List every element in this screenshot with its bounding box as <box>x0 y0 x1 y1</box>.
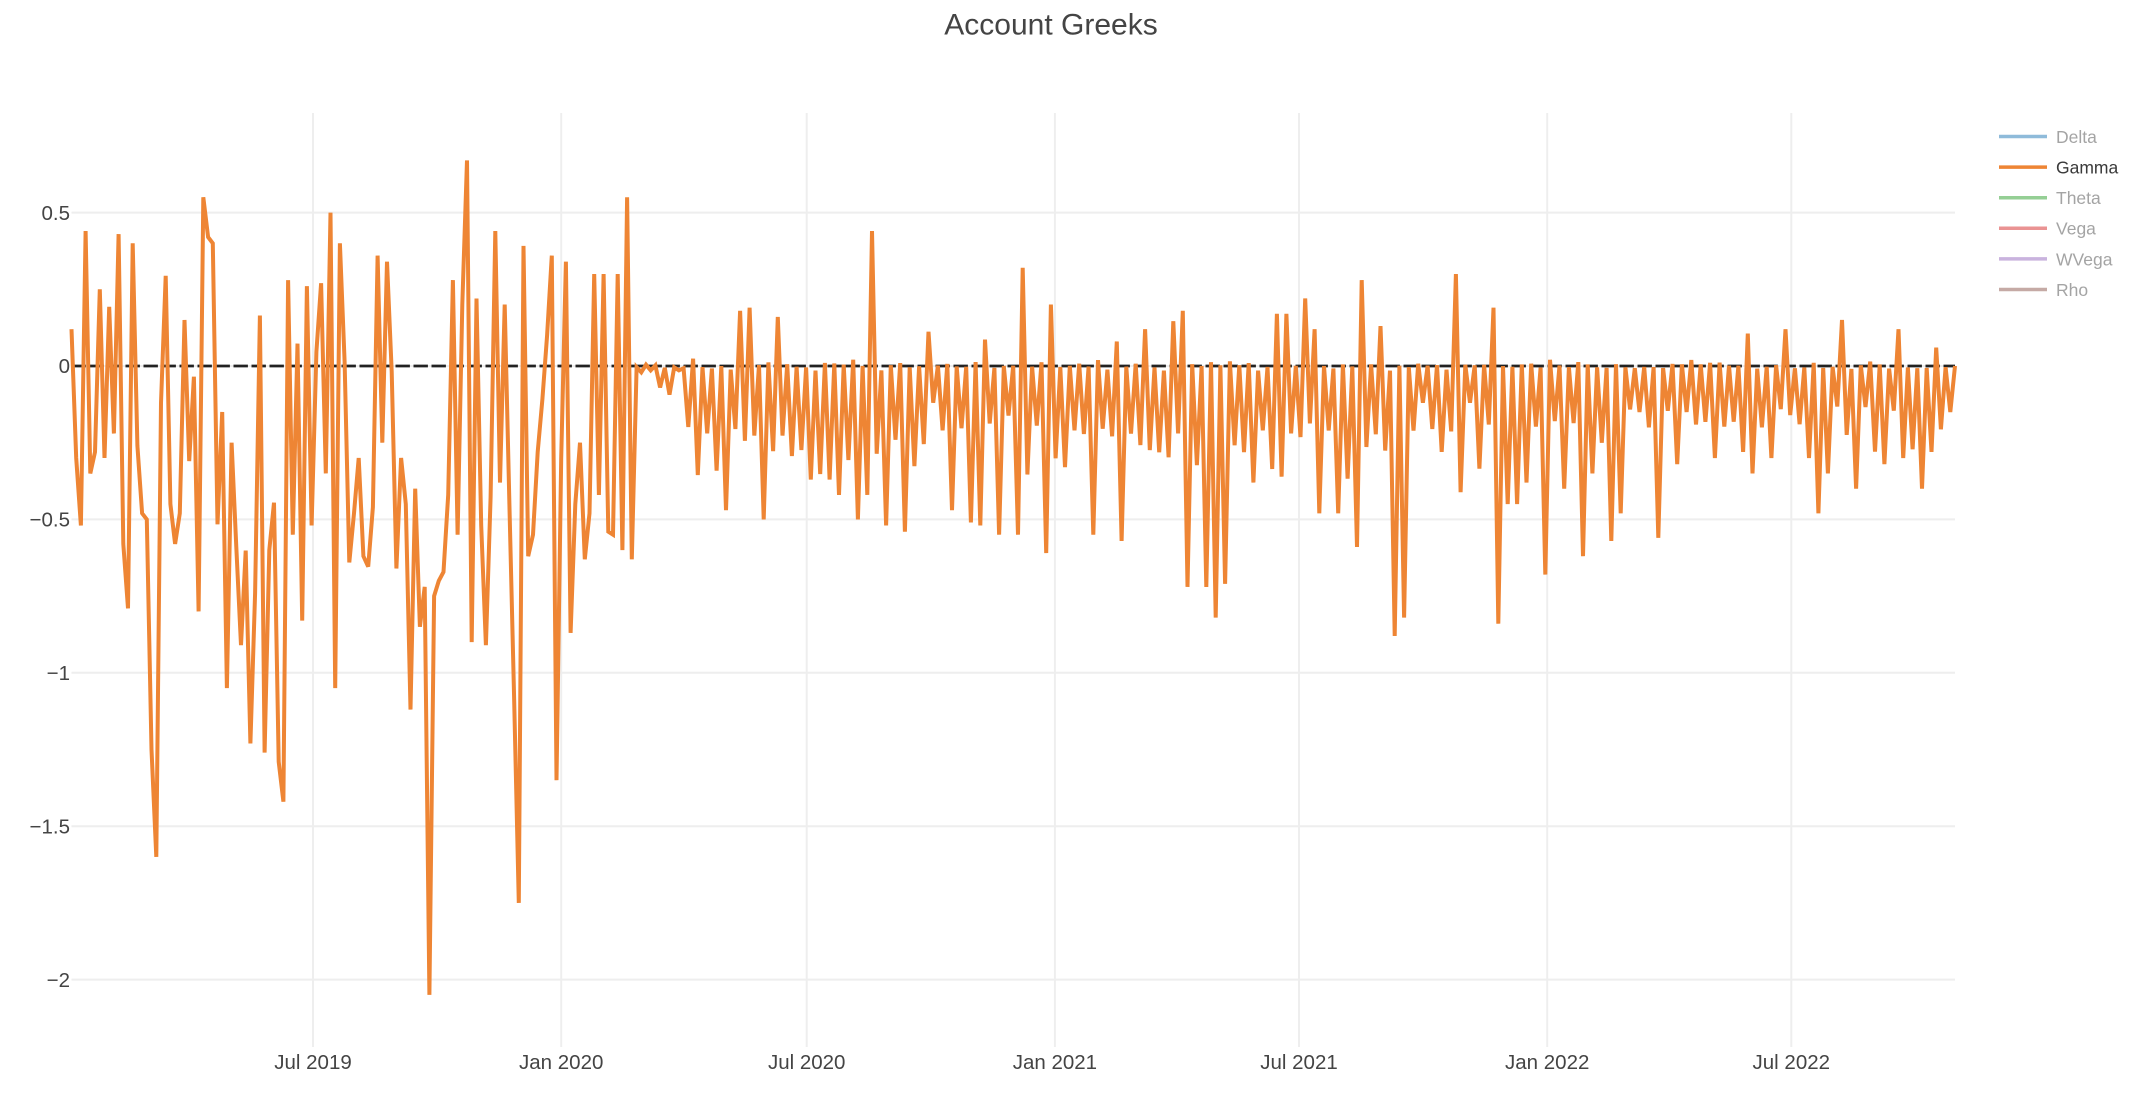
svg-text:Theta: Theta <box>2056 188 2101 208</box>
svg-text:−2: −2 <box>47 969 70 992</box>
svg-text:Account Greeks: Account Greeks <box>944 9 1157 42</box>
svg-text:0: 0 <box>59 355 70 378</box>
svg-text:−1.5: −1.5 <box>30 815 70 838</box>
svg-text:Jan 2021: Jan 2021 <box>1013 1051 1097 1074</box>
svg-text:Jul 2022: Jul 2022 <box>1753 1051 1831 1074</box>
svg-text:Jan 2020: Jan 2020 <box>519 1051 603 1074</box>
svg-text:WVega: WVega <box>2056 249 2113 269</box>
svg-text:Rho: Rho <box>2056 280 2088 300</box>
svg-text:−0.5: −0.5 <box>30 509 70 532</box>
svg-text:Jul 2020: Jul 2020 <box>768 1051 846 1074</box>
svg-text:0.5: 0.5 <box>42 202 71 225</box>
svg-text:Jul 2019: Jul 2019 <box>274 1051 352 1074</box>
svg-text:Gamma: Gamma <box>2056 158 2119 178</box>
svg-text:Jan 2022: Jan 2022 <box>1505 1051 1589 1074</box>
svg-text:−1: −1 <box>47 662 70 685</box>
svg-text:Jul 2021: Jul 2021 <box>1260 1051 1338 1074</box>
svg-text:Delta: Delta <box>2056 127 2097 147</box>
svg-text:Vega: Vega <box>2056 219 2096 239</box>
